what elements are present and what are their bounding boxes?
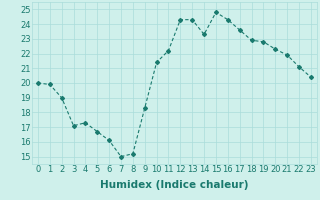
X-axis label: Humidex (Indice chaleur): Humidex (Indice chaleur) bbox=[100, 180, 249, 190]
